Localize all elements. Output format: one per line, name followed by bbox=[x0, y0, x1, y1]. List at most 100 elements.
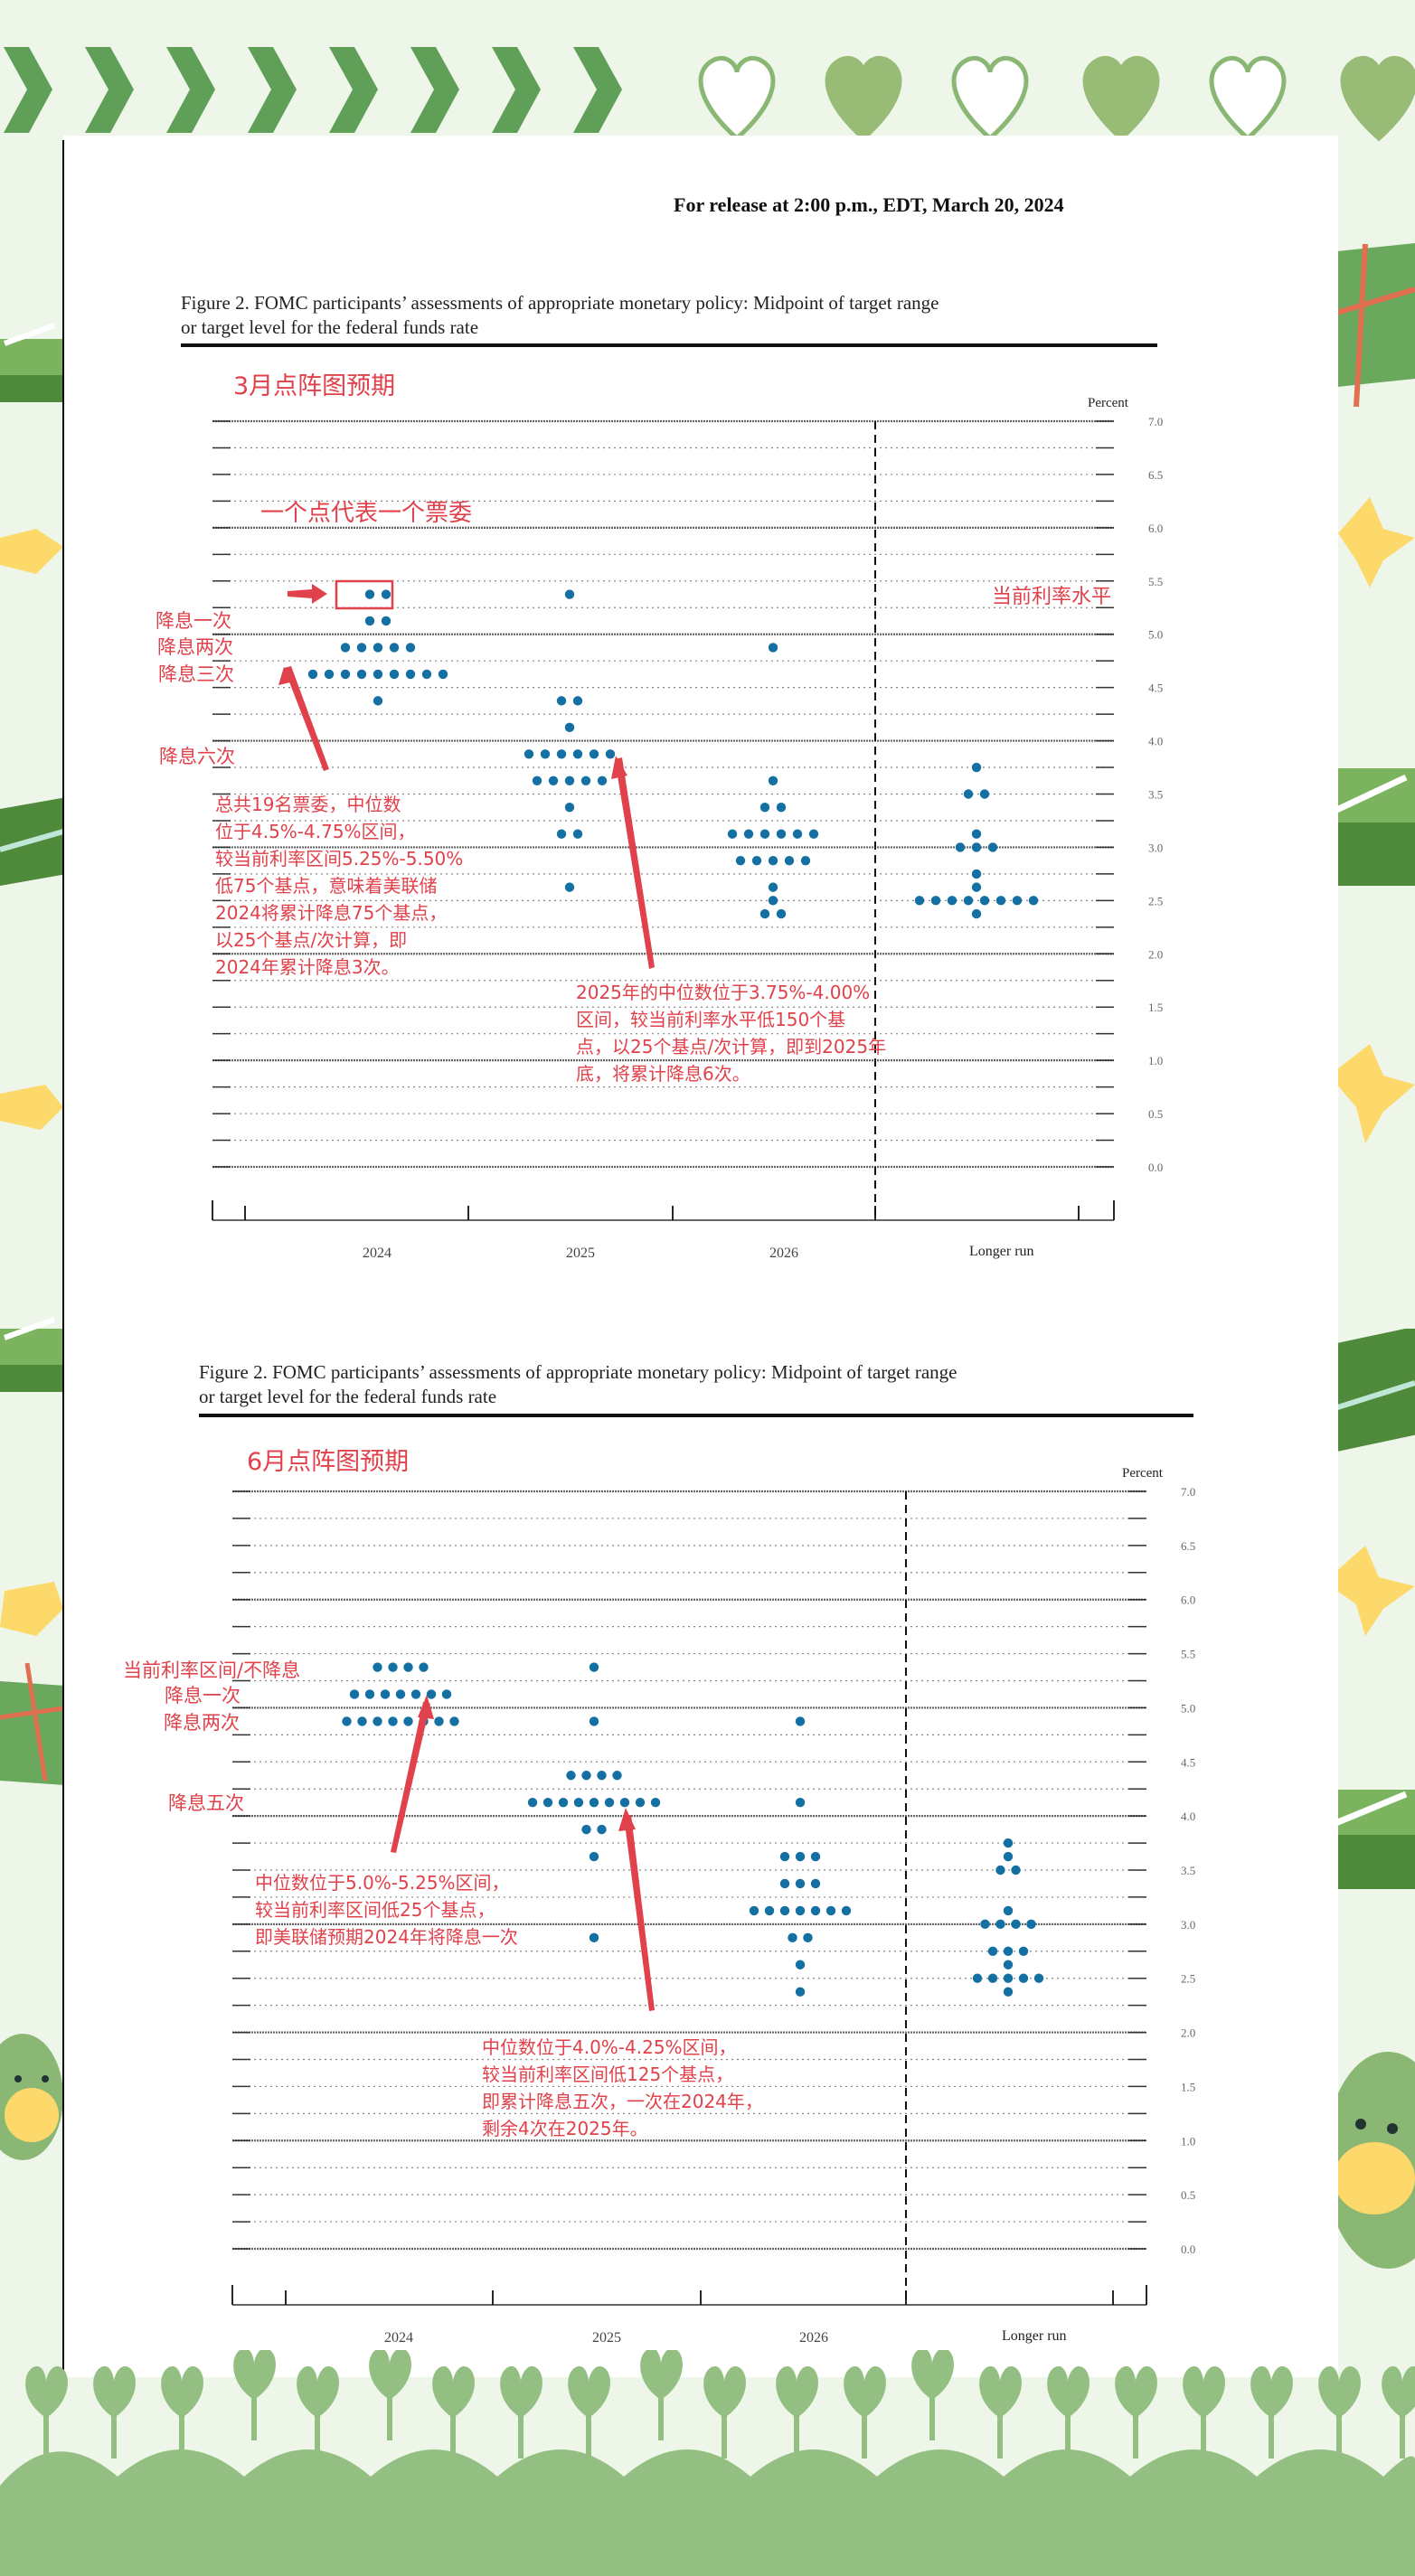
dot bbox=[364, 616, 375, 626]
dot bbox=[403, 1716, 413, 1726]
dot bbox=[955, 842, 966, 852]
dot bbox=[449, 1716, 459, 1726]
document-page bbox=[63, 136, 1338, 2377]
dot bbox=[727, 829, 738, 839]
dot bbox=[1003, 1905, 1014, 1916]
dot bbox=[1003, 1987, 1014, 1997]
dot bbox=[795, 1960, 806, 1970]
figure-rule bbox=[181, 343, 1157, 347]
chart-overlay-title: 3月点阵图预期 bbox=[233, 372, 396, 400]
dot bbox=[564, 803, 575, 813]
dot bbox=[764, 1905, 775, 1916]
dot bbox=[403, 1662, 413, 1672]
x-label-2025: 2025 bbox=[566, 1246, 595, 1261]
dot bbox=[776, 803, 787, 813]
svg-text:0.0: 0.0 bbox=[1148, 1161, 1163, 1174]
dot bbox=[373, 1662, 382, 1672]
dot bbox=[540, 749, 551, 759]
figure-caption-line2: or target level for the federal funds ra… bbox=[199, 1386, 497, 1407]
percent-axis-label: Percent bbox=[1088, 396, 1128, 410]
dot bbox=[1003, 1973, 1014, 1983]
dot bbox=[947, 896, 957, 906]
dot bbox=[810, 1851, 821, 1862]
dot bbox=[784, 855, 795, 866]
dot bbox=[388, 1716, 398, 1726]
dot bbox=[389, 643, 400, 653]
dot bbox=[364, 1689, 375, 1699]
dot bbox=[381, 616, 391, 626]
dot bbox=[995, 1865, 1005, 1876]
dot bbox=[342, 1716, 352, 1726]
side-label: 降息两次 bbox=[157, 636, 233, 658]
svg-text:5.5: 5.5 bbox=[1148, 575, 1163, 588]
dot bbox=[558, 1797, 569, 1808]
side-label: 降息五次 bbox=[168, 1792, 244, 1814]
dot bbox=[930, 896, 941, 906]
dot bbox=[749, 1905, 759, 1916]
dot bbox=[971, 882, 982, 892]
svg-text:5.0: 5.0 bbox=[1181, 1701, 1195, 1715]
dot bbox=[564, 882, 575, 892]
dot bbox=[340, 669, 351, 680]
dot bbox=[795, 1797, 806, 1808]
dot bbox=[405, 643, 416, 653]
chevron-border-icon bbox=[4, 47, 622, 133]
x-label-2025: 2025 bbox=[592, 2330, 621, 2346]
dot bbox=[527, 1797, 538, 1808]
percent-axis-label: Percent bbox=[1122, 1466, 1163, 1481]
dot bbox=[1018, 1946, 1029, 1956]
dot bbox=[1003, 1960, 1014, 1970]
svg-text:2.5: 2.5 bbox=[1181, 1972, 1195, 1986]
dot bbox=[589, 1662, 599, 1672]
dot bbox=[373, 669, 383, 680]
gift-box-icon bbox=[1328, 1329, 1415, 1453]
dot bbox=[434, 1716, 444, 1726]
dot bbox=[1003, 1838, 1014, 1848]
dot bbox=[589, 1797, 599, 1808]
dot bbox=[650, 1797, 661, 1808]
svg-text:5.0: 5.0 bbox=[1148, 628, 1163, 642]
gift-box-icon bbox=[0, 1662, 63, 1785]
dot bbox=[589, 1932, 599, 1943]
dot bbox=[426, 1689, 437, 1699]
figure-caption: Figure 2. FOMC participants’ assessments… bbox=[199, 1360, 957, 1409]
dot bbox=[1028, 896, 1039, 906]
dot bbox=[810, 1905, 821, 1916]
dot bbox=[768, 882, 778, 892]
dot bbox=[735, 855, 746, 866]
dot bbox=[597, 776, 608, 785]
dot bbox=[1026, 1919, 1036, 1930]
dot bbox=[963, 789, 974, 799]
dot bbox=[572, 696, 583, 706]
svg-text:3.0: 3.0 bbox=[1148, 841, 1163, 854]
annotation-2024: 中位数位于5.0%-5.25%区间， 较当前利率区间低25个基点， 即美联储预期… bbox=[255, 1872, 518, 1948]
dot bbox=[788, 1932, 797, 1943]
dot bbox=[373, 696, 383, 706]
dot bbox=[564, 722, 575, 733]
dot bbox=[810, 1878, 821, 1889]
star-icon bbox=[1325, 1546, 1415, 1636]
dot bbox=[564, 776, 575, 785]
dot bbox=[556, 829, 567, 839]
svg-text:6.5: 6.5 bbox=[1148, 468, 1163, 482]
dot bbox=[395, 1689, 406, 1699]
dot bbox=[405, 669, 416, 680]
dot bbox=[388, 1662, 398, 1672]
gift-box-icon bbox=[0, 797, 63, 886]
svg-text:3.5: 3.5 bbox=[1181, 1864, 1195, 1877]
dot bbox=[356, 643, 367, 653]
x-label-2024: 2024 bbox=[384, 2330, 413, 2346]
dot bbox=[792, 829, 803, 839]
dot bbox=[566, 1771, 576, 1781]
dot bbox=[841, 1905, 852, 1916]
svg-text:3.0: 3.0 bbox=[1181, 1918, 1195, 1932]
side-label: 降息一次 bbox=[156, 610, 231, 632]
gift-box-icon bbox=[0, 323, 63, 402]
dot bbox=[979, 896, 990, 906]
dot bbox=[971, 908, 982, 919]
dot bbox=[389, 669, 400, 680]
dot bbox=[779, 1878, 790, 1889]
dot bbox=[1033, 1973, 1044, 1983]
dot bbox=[971, 869, 982, 879]
dot bbox=[564, 589, 575, 599]
